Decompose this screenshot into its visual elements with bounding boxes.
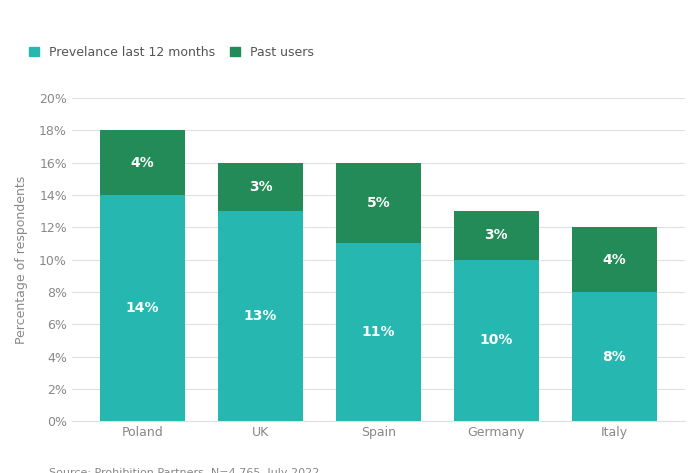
Text: 4%: 4% [603,253,626,267]
Bar [454,260,539,421]
Text: 14%: 14% [126,301,160,315]
Bar [572,292,657,421]
Bar [454,211,539,260]
Text: 8%: 8% [603,350,626,364]
Text: Source: Prohibition Partners, N=4,765, July 2022: Source: Prohibition Partners, N=4,765, J… [49,468,319,473]
Text: 10%: 10% [480,333,513,347]
Text: 4%: 4% [131,156,155,170]
Bar [336,244,421,421]
Y-axis label: Percentage of respondents: Percentage of respondents [15,175,28,344]
Text: 13%: 13% [244,309,277,323]
Text: 3%: 3% [484,228,508,242]
Bar [218,163,303,211]
Legend: Prevelance last 12 months, Past users: Prevelance last 12 months, Past users [29,46,314,59]
Bar [218,211,303,421]
Bar [100,195,185,421]
Text: 11%: 11% [362,325,396,339]
Bar [100,130,185,195]
Text: 3%: 3% [248,180,272,194]
Text: 5%: 5% [367,196,391,210]
Bar [572,227,657,292]
Bar [336,163,421,244]
